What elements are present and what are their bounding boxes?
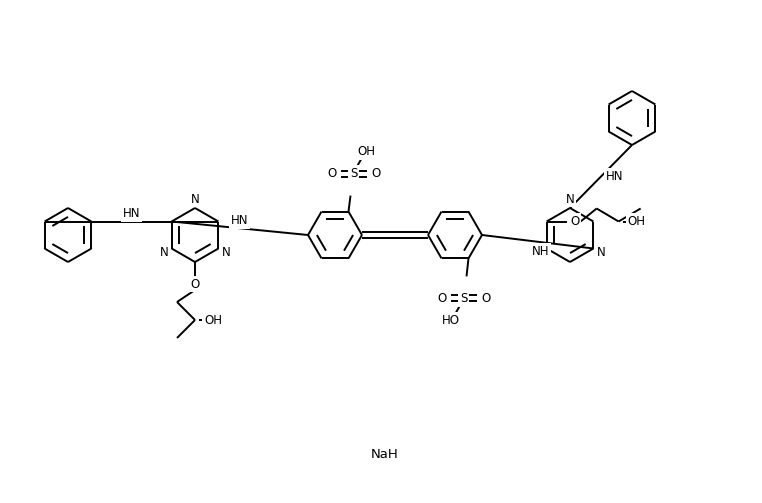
Text: HN: HN [607,170,624,183]
Text: O: O [570,215,579,228]
Text: O: O [437,292,446,305]
Text: HO: HO [441,314,459,327]
Text: O: O [371,167,380,180]
Text: O: O [327,167,336,180]
Text: N: N [222,246,231,260]
Text: S: S [350,167,357,180]
Text: HN: HN [231,214,248,227]
Text: OH: OH [204,313,222,326]
Text: NH: NH [532,245,549,258]
Text: N: N [534,246,543,260]
Text: N: N [597,246,606,260]
Text: N: N [190,193,200,206]
Text: OH: OH [357,145,376,158]
Text: O: O [481,292,490,305]
Text: OH: OH [628,215,645,228]
Text: N: N [159,246,168,260]
Text: N: N [565,193,575,206]
Text: S: S [459,292,467,305]
Text: O: O [190,278,200,291]
Text: HN: HN [123,207,140,220]
Text: NaH: NaH [371,449,399,461]
